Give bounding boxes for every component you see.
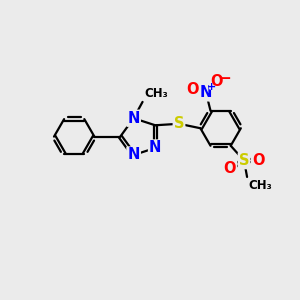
- Text: N: N: [200, 85, 212, 100]
- Text: O: O: [224, 160, 236, 175]
- Text: N: N: [128, 111, 140, 126]
- Text: CH₃: CH₃: [144, 87, 168, 101]
- Text: N: N: [149, 140, 161, 155]
- Text: CH₃: CH₃: [249, 179, 272, 192]
- Text: S: S: [239, 153, 249, 168]
- Text: O: O: [210, 74, 223, 88]
- Text: O: O: [186, 82, 199, 98]
- Text: −: −: [218, 70, 231, 86]
- Text: N: N: [128, 148, 140, 163]
- Text: +: +: [207, 82, 216, 92]
- Text: O: O: [252, 153, 265, 168]
- Text: S: S: [174, 116, 184, 131]
